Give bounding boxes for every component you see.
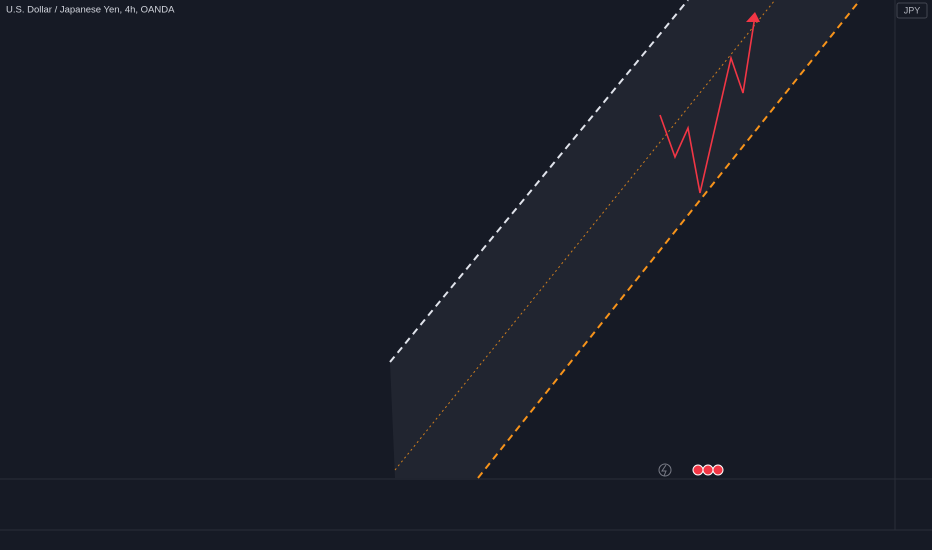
currency-box[interactable] <box>896 2 928 19</box>
chart-title: U.S. Dollar / Japanese Yen, 4h, OANDA <box>6 5 175 16</box>
icon-lightning-bolt <box>661 464 667 477</box>
icon-event[interactable] <box>712 464 724 476</box>
icon-event[interactable] <box>692 464 704 476</box>
price-axis <box>895 0 932 550</box>
channel-lower <box>477 0 861 479</box>
channel-mid <box>394 0 776 471</box>
channel-upper <box>389 0 689 363</box>
channel-fill <box>390 0 860 478</box>
icon-event[interactable] <box>702 464 714 476</box>
projection-path <box>659 15 756 194</box>
currency: JPY <box>904 5 921 15</box>
icon-lightning[interactable] <box>658 463 672 477</box>
projection-arrow <box>746 12 760 22</box>
